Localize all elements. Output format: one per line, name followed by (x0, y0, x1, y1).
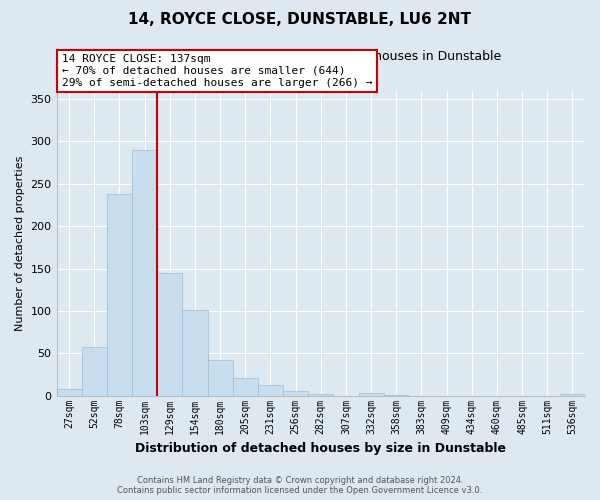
Bar (107, 194, 132, 396)
Bar (182, 310, 208, 396)
Title: Size of property relative to detached houses in Dunstable: Size of property relative to detached ho… (140, 50, 502, 63)
Bar (56, 389, 82, 396)
Bar (383, 395, 409, 396)
Bar (132, 150, 157, 396)
Bar (258, 386, 283, 396)
Bar (359, 393, 383, 396)
Text: Contains HM Land Registry data © Crown copyright and database right 2024.
Contai: Contains HM Land Registry data © Crown c… (118, 476, 482, 495)
Bar (283, 392, 308, 396)
Bar (233, 378, 258, 396)
Bar (208, 360, 233, 396)
Bar (308, 394, 334, 396)
Text: 14 ROYCE CLOSE: 137sqm
← 70% of detached houses are smaller (644)
29% of semi-de: 14 ROYCE CLOSE: 137sqm ← 70% of detached… (62, 54, 373, 88)
Bar (560, 394, 585, 396)
Bar (82, 348, 107, 396)
Bar (157, 273, 182, 396)
Y-axis label: Number of detached properties: Number of detached properties (15, 156, 25, 331)
Text: 14, ROYCE CLOSE, DUNSTABLE, LU6 2NT: 14, ROYCE CLOSE, DUNSTABLE, LU6 2NT (128, 12, 472, 28)
X-axis label: Distribution of detached houses by size in Dunstable: Distribution of detached houses by size … (135, 442, 506, 455)
